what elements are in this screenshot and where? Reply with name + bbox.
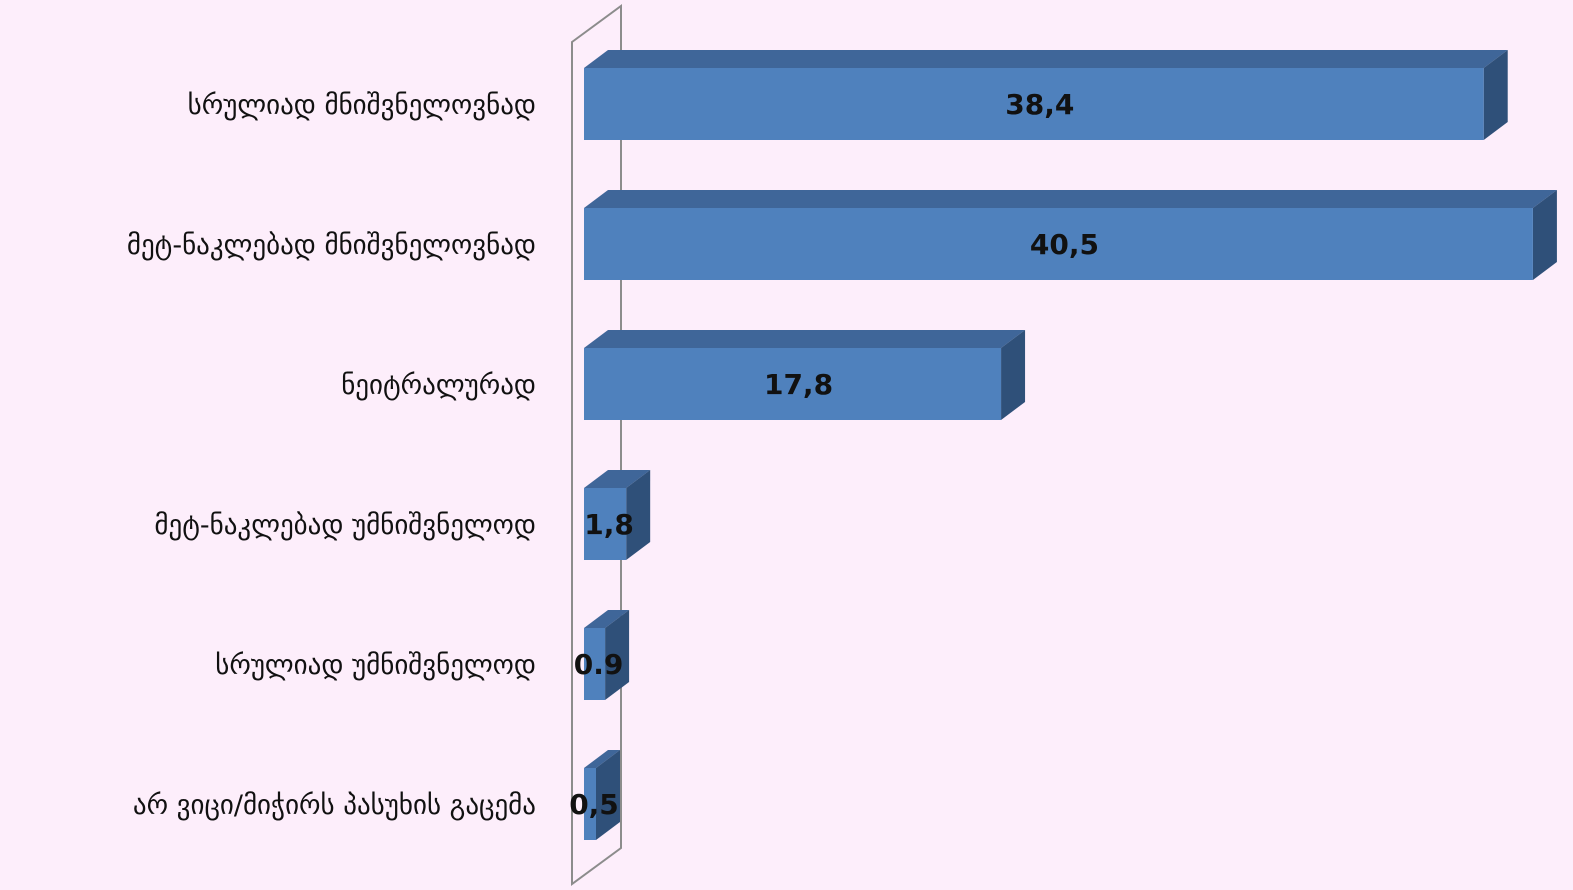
bar-top-0 (584, 50, 1508, 68)
category-label-2: ნეიტრალურად (341, 370, 536, 401)
category-label-1: მეტ-ნაკლებად მნიშვნელოვნად (127, 230, 536, 261)
category-label-3: მეტ-ნაკლებად უმნიშვნელოდ (154, 510, 536, 541)
category-label-5: არ ვიცი/მიჭირს პასუხის გაცემა (133, 790, 536, 821)
bar-top-1 (584, 190, 1557, 208)
value-label-3: 1,8 (584, 508, 634, 541)
value-label-2: 17,8 (764, 368, 833, 401)
category-label-0: სრულიად მნიშვნელოვნად (188, 90, 536, 121)
value-label-5: 0,5 (569, 788, 619, 821)
value-label-1: 40,5 (1030, 228, 1099, 261)
value-label-4: 0.9 (574, 648, 624, 681)
bar-top-2 (584, 330, 1025, 348)
value-label-0: 38,4 (1005, 88, 1074, 121)
category-label-4: სრულიად უმნიშვნელოდ (215, 650, 536, 681)
